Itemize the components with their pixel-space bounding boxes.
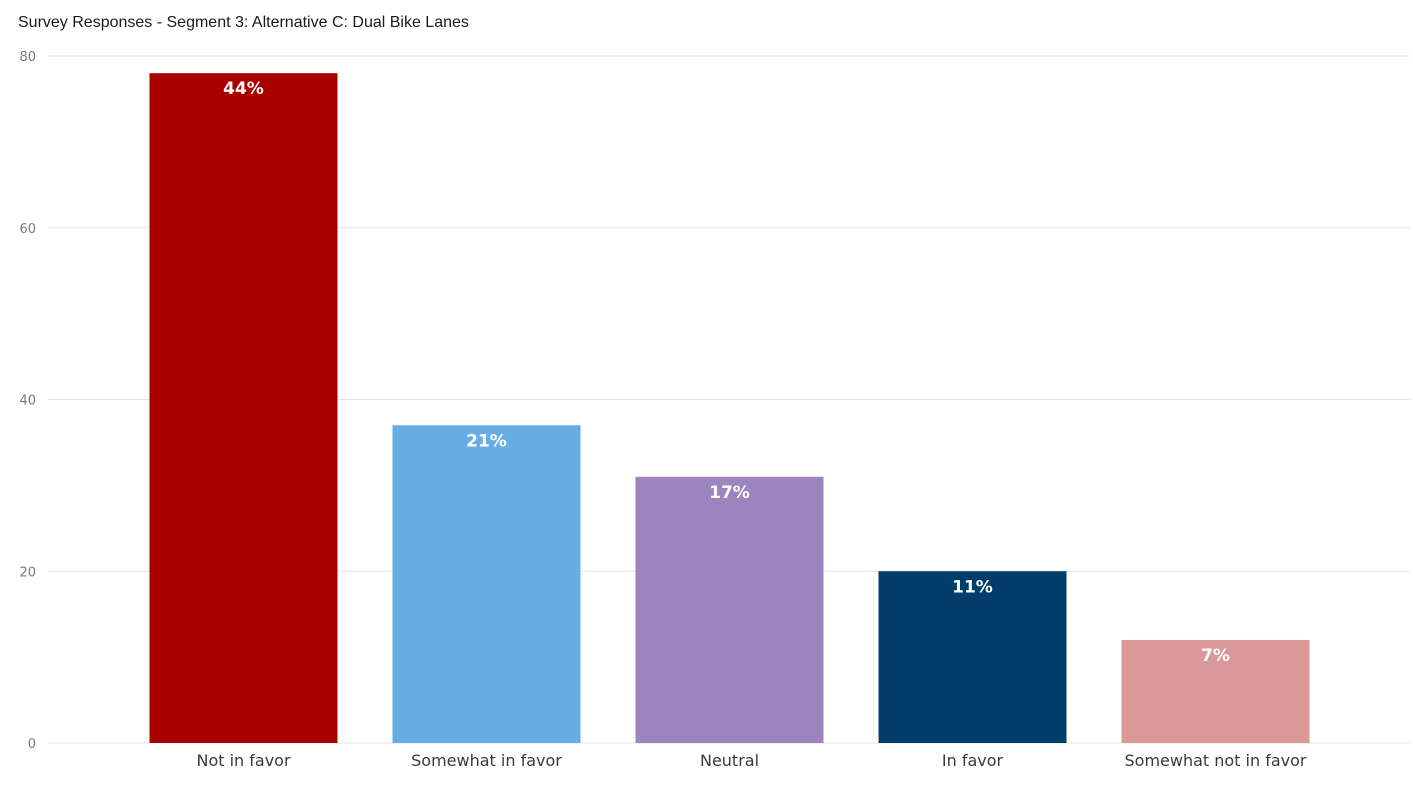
- bar-data-label: 11%: [952, 577, 993, 597]
- x-axis-categories: Not in favor Somewhat in favor Neutral In f…: [196, 751, 1306, 770]
- data-labels: 44% 21% 17% 11% 7%: [223, 79, 1230, 666]
- x-category-label: Not in favor: [196, 751, 290, 770]
- x-category-label: Somewhat not in favor: [1125, 751, 1307, 770]
- bar-data-label: 17%: [709, 483, 750, 503]
- bars: [149, 73, 1310, 744]
- x-category-label: Somewhat in favor: [411, 751, 562, 770]
- bar-data-label: 44%: [223, 79, 264, 99]
- bar: [1121, 639, 1310, 743]
- bar: [878, 571, 1067, 743]
- y-tick-label: 0: [28, 737, 36, 752]
- chart-title: Survey Responses - Segment 3: Alternativ…: [18, 14, 469, 31]
- y-axis-ticks: 0 20 40 60 80: [19, 50, 36, 752]
- y-tick-label: 80: [19, 50, 36, 65]
- y-tick-label: 60: [19, 222, 36, 237]
- x-category-label: In favor: [942, 751, 1004, 770]
- bar-data-label: 21%: [466, 431, 507, 451]
- bar: [635, 476, 824, 743]
- y-tick-label: 40: [19, 394, 36, 409]
- bar-data-label: 7%: [1201, 646, 1230, 666]
- x-category-label: Neutral: [700, 751, 759, 770]
- y-tick-label: 20: [19, 565, 36, 580]
- bar: [149, 73, 338, 744]
- bar: [392, 425, 581, 743]
